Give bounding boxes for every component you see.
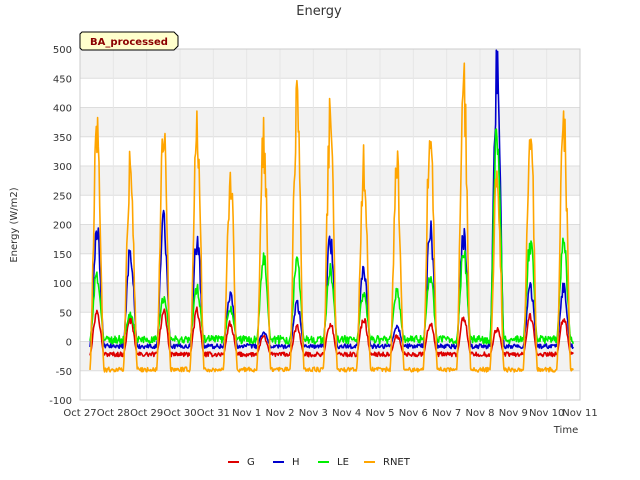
legend-item-rnet: RNET bbox=[364, 457, 411, 468]
legend-label: RNET bbox=[383, 457, 411, 468]
x-tick-label: Oct 29 bbox=[130, 408, 163, 419]
y-tick-label: 500 bbox=[53, 45, 72, 56]
y-axis-label: Energy (W/m2) bbox=[9, 187, 20, 262]
legend: G H LE RNET bbox=[228, 457, 411, 468]
legend-label: G bbox=[247, 457, 255, 468]
x-tick-labels: Oct 27 Oct 28 Oct 29 Oct 30 Oct 31 Nov 1 Nov 2… bbox=[63, 408, 597, 419]
x-tick-label: Nov 9 bbox=[499, 408, 528, 419]
y-tick-label: 300 bbox=[53, 162, 72, 173]
y-tick-label: -100 bbox=[49, 396, 72, 407]
background-band bbox=[80, 283, 580, 313]
background-band bbox=[80, 166, 580, 196]
y-tick-label: 450 bbox=[53, 74, 72, 85]
x-tick-label: Oct 28 bbox=[97, 408, 130, 419]
y-tick-label: -50 bbox=[56, 367, 72, 378]
y-tick-labels: -100 -50 0 50 100 150 200 250 300 350 400 450 500 bbox=[49, 45, 72, 407]
background-band bbox=[80, 49, 580, 79]
x-tick-label: Oct 31 bbox=[197, 408, 230, 419]
y-tick-label: 350 bbox=[53, 133, 72, 144]
y-tick-label: 0 bbox=[66, 338, 72, 349]
x-tick-label: Nov 10 bbox=[529, 408, 564, 419]
x-tick-label: Nov 6 bbox=[399, 408, 428, 419]
badge-label: BA_processed bbox=[90, 37, 168, 48]
x-tick-label: Nov 5 bbox=[365, 408, 394, 419]
y-tick-label: 200 bbox=[53, 221, 72, 232]
x-tick-label: Nov 8 bbox=[465, 408, 494, 419]
y-tick-label: 100 bbox=[53, 279, 72, 290]
x-tick-label: Oct 30 bbox=[163, 408, 196, 419]
axes bbox=[79, 48, 581, 401]
background-band bbox=[80, 341, 580, 371]
x-tick-label: Nov 3 bbox=[299, 408, 328, 419]
legend-item-h: H bbox=[273, 457, 300, 468]
y-tick-label: 150 bbox=[53, 250, 72, 261]
legend-item-g: G bbox=[228, 457, 255, 468]
legend-label: H bbox=[292, 457, 300, 468]
y-tick-label: 250 bbox=[53, 191, 72, 202]
series-line-rnet bbox=[89, 62, 574, 373]
y-tick-label: 50 bbox=[59, 308, 72, 319]
x-tick-label: Nov 2 bbox=[265, 408, 294, 419]
x-tick-label: Nov 4 bbox=[332, 408, 361, 419]
legend-item-le: LE bbox=[318, 457, 349, 468]
chart-title: Energy bbox=[296, 4, 342, 19]
x-tick-label: Nov 11 bbox=[562, 408, 597, 419]
x-axis-label: Time bbox=[553, 425, 578, 436]
x-tick-label: Nov 1 bbox=[232, 408, 261, 419]
y-tick-label: 400 bbox=[53, 104, 72, 115]
dataset-badge: BA_processed bbox=[79, 31, 179, 51]
series-line-le bbox=[89, 128, 575, 345]
series-lines bbox=[89, 49, 575, 373]
x-tick-label: Nov 7 bbox=[432, 408, 461, 419]
plot-frame bbox=[79, 48, 581, 401]
x-tick-label: Oct 27 bbox=[63, 408, 96, 419]
legend-label: LE bbox=[337, 457, 349, 468]
